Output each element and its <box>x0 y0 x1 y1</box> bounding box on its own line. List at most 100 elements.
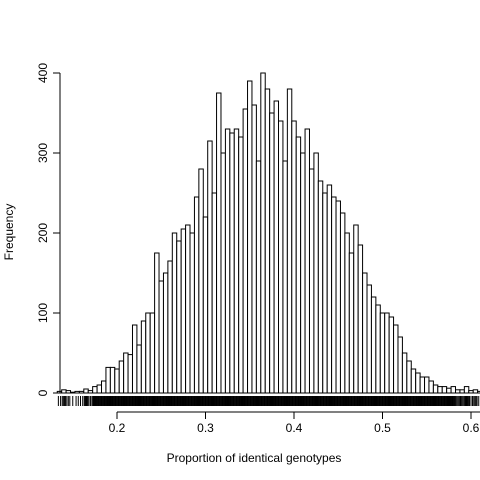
histogram-bar-38 <box>224 128 231 394</box>
histogram-bar-77 <box>397 336 403 394</box>
y-tick-label: 200 <box>36 223 50 243</box>
histogram-bar-79 <box>406 360 412 394</box>
histogram-bar-49 <box>273 100 280 394</box>
histogram-bar-37 <box>220 152 226 394</box>
histogram-bar-63 <box>335 200 341 394</box>
histogram-bar-61 <box>326 184 333 394</box>
histogram-bar-45 <box>255 160 262 394</box>
histogram-bar-14 <box>118 360 125 394</box>
histogram-bar-68 <box>357 244 364 394</box>
histogram-bar-15 <box>123 352 129 394</box>
histogram-bar-73 <box>379 312 386 394</box>
histogram-bar-58 <box>313 152 319 394</box>
histogram-bar-47 <box>264 88 271 394</box>
histogram-bar-35 <box>211 192 218 394</box>
histogram-bar-57 <box>308 168 315 394</box>
x-tick-label: 0.6 <box>463 421 480 435</box>
histogram-bar-83 <box>424 376 430 394</box>
histogram-bar-67 <box>353 224 359 394</box>
histogram-bar-28 <box>180 228 187 394</box>
x-axis: 0.20.30.40.50.60.7 <box>109 411 480 435</box>
histogram-bar-24 <box>162 272 169 394</box>
histogram-bar-71 <box>370 296 377 394</box>
histogram-bar-39 <box>229 132 235 394</box>
histogram-bar-88 <box>446 387 452 394</box>
histogram-bar-54 <box>295 136 302 394</box>
histogram-bar-93 <box>468 390 474 394</box>
histogram-bar-41 <box>238 136 244 394</box>
histogram-bar-19 <box>140 320 147 394</box>
histogram-bar-70 <box>366 284 372 394</box>
histogram-bar-87 <box>441 386 448 394</box>
histogram-bar-5 <box>78 390 85 394</box>
histogram-bars <box>56 72 480 394</box>
histogram-bar-74 <box>384 312 390 394</box>
y-tick-label: 400 <box>36 63 50 83</box>
histogram-bar-50 <box>278 120 284 394</box>
x-tick-label: 0.4 <box>286 421 303 435</box>
histogram-bar-10 <box>101 380 107 394</box>
histogram-bar-34 <box>207 140 213 394</box>
histogram-bar-82 <box>419 376 426 394</box>
histogram-bar-18 <box>136 344 142 394</box>
histogram-bar-42 <box>242 108 249 394</box>
histogram-bar-7 <box>87 390 94 394</box>
histogram-bar-81 <box>415 372 421 394</box>
histogram-bar-4 <box>74 390 80 394</box>
histogram-bar-53 <box>291 120 297 394</box>
histogram-bar-25 <box>167 260 173 394</box>
histogram-bar-11 <box>105 366 111 394</box>
x-axis-label: Proportion of identical genotypes <box>167 451 342 465</box>
x-tick-label: 0.3 <box>197 421 214 435</box>
histogram-bar-48 <box>269 112 275 394</box>
histogram-bar-62 <box>331 196 337 394</box>
histogram-bar-29 <box>185 224 191 394</box>
rug-marks <box>57 396 480 406</box>
histogram-bar-21 <box>149 312 156 394</box>
histogram-bar-20 <box>145 312 151 394</box>
y-axis-label: Frequency <box>2 204 16 261</box>
histogram-bar-17 <box>131 324 138 394</box>
histogram-bar-52 <box>286 88 293 394</box>
histogram-bar-94 <box>472 389 479 394</box>
histogram-bar-30 <box>189 232 195 394</box>
histogram-bar-72 <box>375 304 381 394</box>
histogram-bar-84 <box>428 380 434 394</box>
histogram-bar-31 <box>193 196 200 394</box>
histogram-bar-23 <box>158 280 164 394</box>
y-tick-label: 300 <box>36 143 50 163</box>
histogram-bar-43 <box>247 80 253 394</box>
histogram-bar-16 <box>127 354 133 394</box>
histogram-bar-6 <box>83 388 89 394</box>
histogram-bar-26 <box>171 232 178 394</box>
histogram-bar-32 <box>198 168 204 394</box>
histogram-bar-66 <box>348 252 355 394</box>
histogram-bar-89 <box>450 386 457 394</box>
histogram-bar-12 <box>109 366 116 394</box>
histogram-bar-78 <box>401 352 408 394</box>
x-tick-label: 0.5 <box>374 421 391 435</box>
histogram-bar-80 <box>410 368 417 394</box>
histogram-bar-60 <box>322 192 328 394</box>
histogram-bar-85 <box>432 384 439 394</box>
histogram-bar-51 <box>282 160 288 394</box>
histogram-bar-65 <box>344 232 350 394</box>
histogram-bar-56 <box>304 128 310 394</box>
histogram-bar-55 <box>300 152 306 394</box>
histogram-bar-27 <box>176 240 182 394</box>
histogram-bar-91 <box>459 389 465 394</box>
histogram-bar-13 <box>114 368 120 394</box>
histogram-bar-59 <box>317 180 324 394</box>
histogram-bar-76 <box>393 324 399 394</box>
histogram-bar-86 <box>437 386 443 394</box>
histogram-bar-64 <box>339 212 346 394</box>
histogram-bar-1 <box>61 389 67 394</box>
histogram-bar-22 <box>154 252 160 394</box>
histogram-bar-92 <box>463 386 470 394</box>
histogram-bar-69 <box>362 272 368 394</box>
histogram-bar-8 <box>92 386 98 394</box>
histogram-bar-90 <box>455 389 461 394</box>
x-tick-label: 0.2 <box>109 421 126 435</box>
histogram-bar-75 <box>388 316 395 394</box>
